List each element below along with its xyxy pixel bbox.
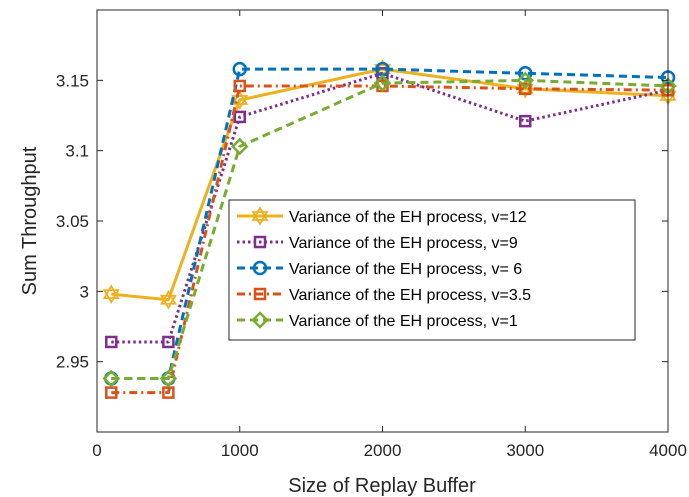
series-1-line <box>111 67 669 302</box>
legend-marker-1 <box>251 206 269 226</box>
legend-marker-2 <box>253 235 267 249</box>
legend-marker-4 <box>253 287 267 301</box>
series-2-point-1 <box>105 335 118 349</box>
x-tick-label-2: 1000 <box>221 441 259 460</box>
legend-item-3: Variance of the EH process, v= 6 <box>237 260 522 278</box>
legend-marker-5 <box>251 311 269 329</box>
legend-item-5: Variance of the EH process, v=1 <box>237 311 518 330</box>
series-1-point-4-triangle-down <box>374 64 391 79</box>
axes-layer: 0 1000 2000 3000 4000 2.95 3 3.05 3.1 3.15 <box>56 9 687 460</box>
series-2-point-5 <box>519 114 532 128</box>
x-tick-label-5: 4000 <box>649 441 687 460</box>
series-5-point-4 <box>373 74 392 92</box>
series-4-point-2 <box>162 386 175 399</box>
x-tick-label-4: 3000 <box>506 441 544 460</box>
series-1-point-2-triangle-down <box>159 294 177 310</box>
series-2-point-3 <box>233 110 246 124</box>
y-tick-label-5: 3.15 <box>56 71 89 90</box>
series-2-line <box>111 71 669 344</box>
series-5-line <box>111 78 669 381</box>
series-5-point-3 <box>230 137 249 156</box>
legend-label-3: Variance of the EH process, v= 6 <box>289 261 522 278</box>
series-3-line <box>111 67 669 381</box>
legend-label-4: Variance of the EH process, v=3.5 <box>289 287 531 304</box>
y-tick-label-2: 3 <box>80 282 89 301</box>
series-1-point-2 <box>159 289 177 310</box>
legend-label-2: Variance of the EH process, v=9 <box>289 235 518 252</box>
legend: Variance of the EH process, v=12 Variance… <box>228 199 636 341</box>
y-tick-label-1: 2.95 <box>56 353 89 372</box>
series-layer <box>102 59 677 399</box>
x-tick-label-3: 2000 <box>364 441 402 460</box>
legend-label-5: Variance of the EH process, v=1 <box>289 313 518 330</box>
series-1-point-1-triangle-up <box>102 284 120 300</box>
y-axis-title: Sum Throughput <box>19 146 41 295</box>
series-4-point-1 <box>105 386 118 399</box>
series-5-point-1 <box>102 369 121 388</box>
series-1-point-1-triangle-down <box>102 289 120 304</box>
series-1-point-2-triangle-up <box>159 289 177 305</box>
series-2-point-2 <box>162 335 175 349</box>
legend-marker-1-triangle-down <box>251 211 269 226</box>
series-1-point-1 <box>102 284 120 304</box>
legend-marker-1-triangle-up <box>251 206 269 221</box>
legend-item-4: Variance of the EH process, v=3.5 <box>237 287 531 304</box>
series-5-point-5 <box>516 71 535 90</box>
legend-marker-3 <box>252 260 268 276</box>
series-4-point-3 <box>233 79 246 93</box>
legend-label-1: Variance of the EH process, v=12 <box>289 209 527 226</box>
y-tick-label-3: 3.05 <box>56 212 89 231</box>
series-5-point-2 <box>159 369 178 388</box>
legend-box <box>228 199 636 341</box>
x-tick-label-1: 0 <box>92 441 101 460</box>
legend-item-1: Variance of the EH process, v=12 <box>237 206 527 226</box>
x-axis-title: Size of Replay Buffer <box>288 475 476 497</box>
series-4-point-5 <box>519 82 532 96</box>
y-tick-label-4: 3.1 <box>65 142 89 161</box>
series-1-point-3-triangle-up <box>231 90 249 105</box>
legend-item-2: Variance of the EH process, v=9 <box>237 235 518 252</box>
series-3-point-3 <box>232 61 247 77</box>
